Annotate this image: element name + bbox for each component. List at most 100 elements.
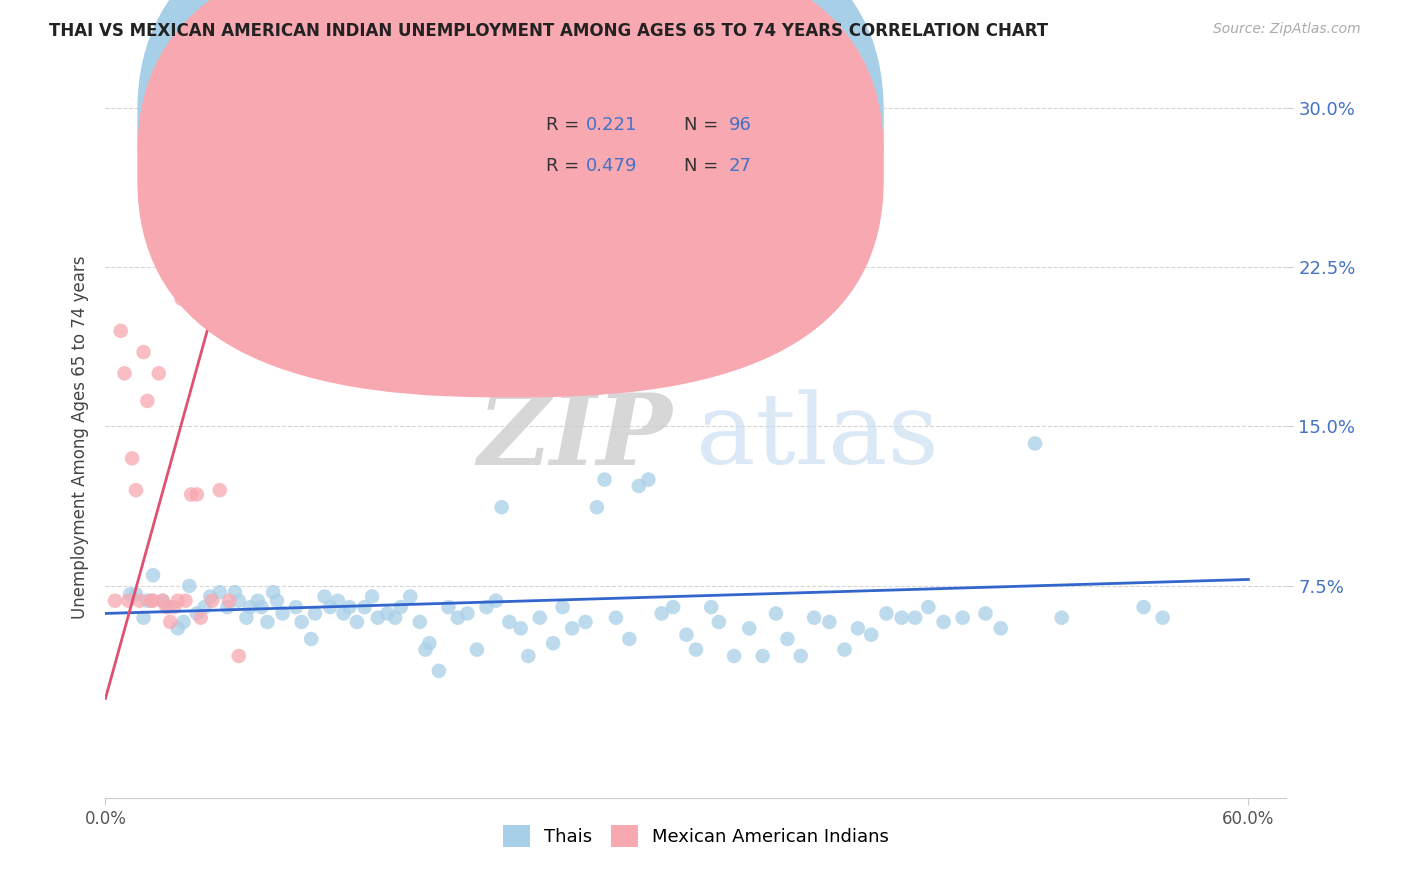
Point [517,648,540,663]
Point [875,607,897,621]
Point [110,324,132,338]
Point [790,648,813,663]
Point [125,587,148,601]
Point [155,600,177,615]
Text: R =: R = [546,157,585,175]
Point [235,611,257,625]
Text: atlas: atlas [696,389,939,485]
Point [186,487,208,501]
Text: 27: 27 [730,157,752,175]
Point [418,636,440,650]
Point [125,483,148,498]
Text: N =: N = [685,157,724,175]
Point [314,590,336,604]
Point [485,593,508,607]
Point [157,600,180,615]
Point [173,615,195,629]
Point [427,664,450,678]
Point [152,593,174,607]
Legend: Thais, Mexican American Indians: Thais, Mexican American Indians [496,818,896,855]
Point [208,483,231,498]
Text: 96: 96 [730,116,752,134]
Point [163,600,186,615]
Point [180,487,202,501]
Point [136,593,159,607]
Point [250,600,273,615]
Point [932,615,955,629]
Point [136,393,159,408]
Point [200,590,222,604]
Point [675,628,697,642]
Point [367,611,389,625]
Point [818,615,841,629]
Point [1050,611,1073,625]
Point [551,600,574,615]
Point [224,585,246,599]
Point [193,600,215,615]
Point [1132,600,1154,615]
Point [361,590,384,604]
Point [377,607,399,621]
Point [574,615,596,629]
Point [765,607,787,621]
Point [846,621,869,635]
Point [619,632,641,646]
Point [437,600,460,615]
Point [498,615,520,629]
Point [117,593,139,607]
Point [326,593,349,607]
Point [304,607,326,621]
Point [159,615,181,629]
Point [627,479,650,493]
Point [541,636,564,650]
Point [776,632,799,646]
Point [262,585,284,599]
Point [166,621,188,635]
FancyBboxPatch shape [138,0,884,356]
Point [447,611,470,625]
FancyBboxPatch shape [138,0,884,397]
Point [228,593,250,607]
Point [491,500,513,515]
FancyBboxPatch shape [465,90,844,210]
Point [132,345,155,359]
Point [353,600,375,615]
Point [860,628,883,642]
Point [142,568,165,582]
Point [271,607,294,621]
Point [319,600,342,615]
Point [170,292,193,306]
Point [561,621,583,635]
Point [605,611,627,625]
Point [384,611,406,625]
Point [291,615,314,629]
Point [1152,611,1174,625]
Point [586,500,609,515]
Point [990,621,1012,635]
Point [803,611,825,625]
Point [141,593,163,607]
Point [917,600,939,615]
Point [890,611,912,625]
Point [738,621,761,635]
Point [217,600,239,615]
Point [974,607,997,621]
Point [475,600,498,615]
Text: ZIP: ZIP [478,389,672,485]
Point [120,587,142,601]
Point [218,593,240,607]
Point [509,621,531,635]
Point [284,600,307,615]
Point [529,611,551,625]
Point [121,451,143,466]
Point [651,607,673,621]
Point [399,590,422,604]
Point [246,593,269,607]
Point [256,615,278,629]
Point [228,648,250,663]
Point [593,473,616,487]
Point [114,367,136,381]
Point [179,579,201,593]
Point [166,593,188,607]
Point [700,600,723,615]
